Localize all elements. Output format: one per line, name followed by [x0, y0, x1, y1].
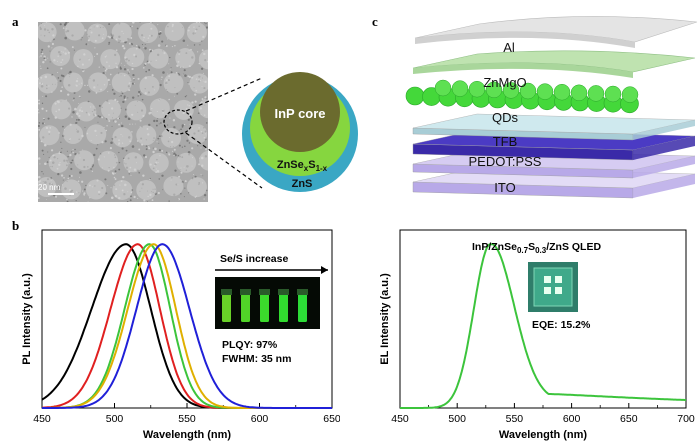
layer-al — [414, 16, 698, 48]
x-tick-label: 600 — [251, 413, 269, 425]
x-axis-label: Wavelength (nm) — [143, 429, 232, 441]
plqy-label: PLQY: 97% — [222, 339, 278, 351]
el-spectrum-chart: 450 500 550 600 650 700 Wavelength (nm) EL Inte… — [380, 229, 695, 441]
label-qds: QDs — [492, 110, 519, 125]
x-tick-label: 450 — [391, 413, 409, 425]
x-tick-label: 650 — [620, 413, 638, 425]
core-label: InP core — [274, 106, 325, 121]
x-tick-label: 500 — [448, 413, 466, 425]
y-axis-label: PL Intensity (a.u.) — [21, 273, 33, 365]
x-tick-label: 650 — [323, 413, 340, 425]
fwhm-label: FWHM: 35 nm — [222, 353, 291, 365]
layer-qds — [405, 79, 639, 114]
scale-bar — [48, 193, 74, 195]
inp-core — [260, 72, 340, 152]
x-tick-label: 550 — [178, 413, 196, 425]
panel-letter-a: a — [12, 14, 19, 29]
panel-letter-b: b — [12, 218, 20, 233]
zns-shell — [242, 76, 358, 192]
x-tick-label: 700 — [677, 413, 695, 425]
series-line-5 — [42, 243, 332, 409]
layer-tfb — [412, 113, 696, 141]
scale-bar-label: 20 nm — [38, 183, 61, 192]
label-pedot: PEDOT:PSS — [469, 154, 542, 169]
label-al: Al — [503, 40, 515, 55]
panel-letter-c: c — [372, 14, 378, 29]
tem-micrograph — [38, 22, 208, 202]
x-tick-label: 450 — [33, 413, 51, 425]
se-s-arrow — [215, 266, 328, 274]
outer-shell-label: ZnS — [292, 178, 313, 190]
inner-shell-label: ZnSexS1-x — [277, 159, 328, 173]
label-tfb: TFB — [493, 134, 518, 149]
series-line-1 — [400, 243, 686, 409]
arrow-label: Se/S increase — [220, 253, 288, 265]
vials-photo — [215, 277, 320, 329]
label-znmgo: ZnMgO — [483, 75, 526, 90]
x-tick-label: 600 — [563, 413, 581, 425]
eqe-label: EQE: 15.2% — [532, 319, 591, 331]
layer-znmgo — [412, 50, 696, 78]
znses-shell — [250, 80, 350, 176]
pl-spectra-chart: 450 500 550 600 650 Wavelength (nm) PL Intensi… — [21, 229, 340, 441]
label-ito: ITO — [494, 180, 515, 195]
x-tick-label: 500 — [106, 413, 124, 425]
el-title: InP/ZnSe0.7S0.3/ZnS QLED — [472, 241, 601, 255]
qled-device-photo — [528, 262, 578, 312]
x-tick-label: 550 — [506, 413, 524, 425]
x-axis-label: Wavelength (nm) — [499, 429, 588, 441]
device-stack: Al ZnMgO QDs TFB PEDOT:PSS ITO — [405, 16, 698, 199]
y-axis-label: EL Intensity (a.u.) — [380, 273, 391, 365]
